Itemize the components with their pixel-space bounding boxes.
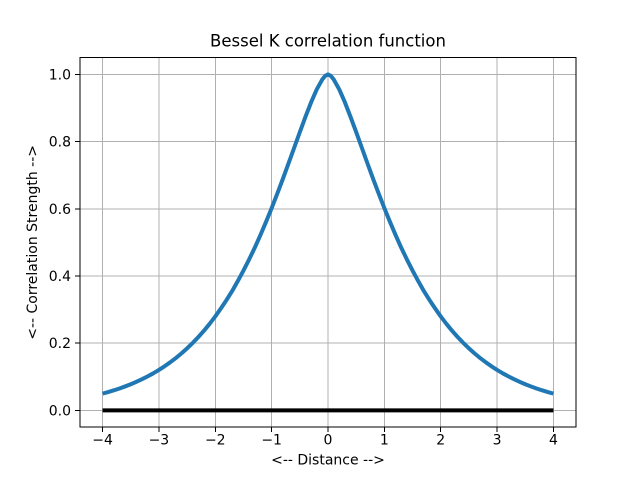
y-tick-label: 0.4 xyxy=(49,269,71,285)
y-tick-label: 0.0 xyxy=(49,403,71,419)
y-tick-label: 1.0 xyxy=(49,67,71,83)
x-tick-label: −1 xyxy=(261,433,282,449)
y-tick-label: 0.6 xyxy=(49,202,71,218)
series-layer xyxy=(102,72,554,413)
x-tick-label: 2 xyxy=(436,433,445,449)
x-tick-label: −4 xyxy=(92,433,113,449)
x-tick-label: 3 xyxy=(493,433,502,449)
x-tick-label: 0 xyxy=(324,433,333,449)
x-axis-label: <-- Distance --> xyxy=(271,453,385,469)
x-tick-label: 4 xyxy=(549,433,558,449)
axes-layer: −4 −3 −2 −1 0 1 2 3 4 0.0 0.2 0.4 0.6 0.8 1.0 xyxy=(49,57,577,449)
bessel-k-correlation-curve xyxy=(102,72,554,396)
y-tick-label: 0.2 xyxy=(49,336,71,352)
x-tick-label: 1 xyxy=(380,433,389,449)
y-axis-label: <-- Correlation Strength --> xyxy=(25,145,41,340)
x-tick-label: −3 xyxy=(149,433,170,449)
grid-layer xyxy=(80,57,576,428)
chart-title: Bessel K correlation function xyxy=(210,32,446,51)
x-tick-label: −2 xyxy=(205,433,226,449)
y-tick-label: 0.8 xyxy=(49,135,71,151)
